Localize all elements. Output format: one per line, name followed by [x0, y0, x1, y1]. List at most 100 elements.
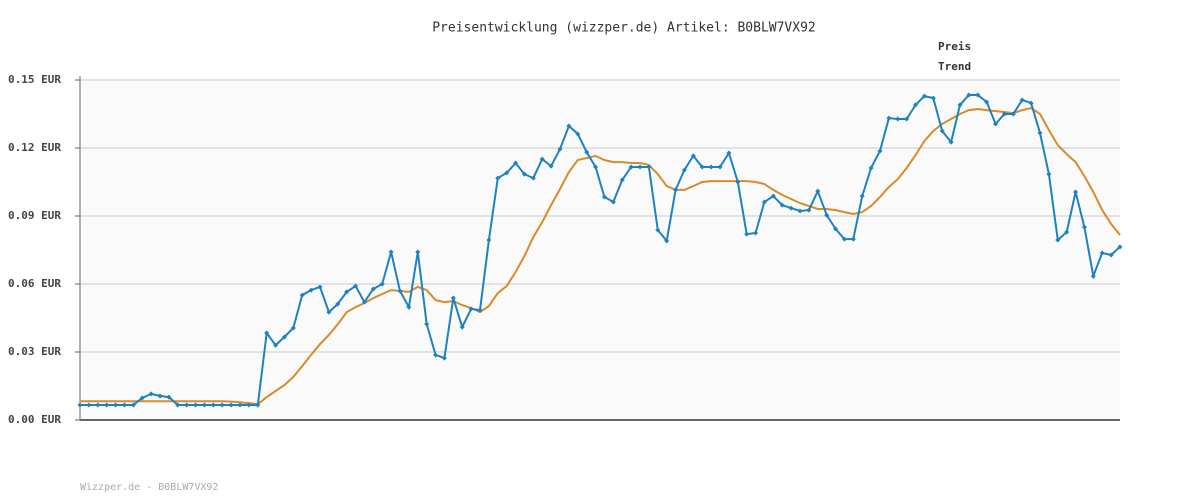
point: [610, 199, 616, 205]
point: [388, 249, 394, 255]
point: [148, 391, 154, 397]
point: [530, 175, 536, 181]
point: [957, 102, 963, 108]
point: [1073, 189, 1079, 195]
point: [513, 160, 519, 166]
point: [868, 165, 874, 171]
point: [913, 102, 919, 108]
point: [984, 99, 990, 105]
point: [779, 202, 785, 208]
point: [628, 164, 634, 170]
point: [424, 321, 430, 327]
point: [130, 402, 136, 408]
point: [833, 226, 839, 232]
point: [584, 149, 590, 155]
point: [726, 150, 732, 156]
point: [1108, 252, 1114, 258]
point: [1010, 111, 1016, 117]
point: [930, 95, 936, 101]
point: [575, 131, 581, 137]
point: [1055, 237, 1061, 243]
point: [788, 205, 794, 211]
point: [1090, 273, 1096, 279]
point: [1046, 171, 1052, 177]
point: [290, 325, 296, 331]
point: [1028, 100, 1034, 106]
point: [113, 402, 119, 408]
point: [459, 324, 465, 330]
point: [1019, 97, 1025, 103]
point: [86, 402, 92, 408]
point: [1037, 130, 1043, 136]
point: [121, 402, 127, 408]
y-tick-label: 0.00 EUR: [8, 413, 61, 426]
point: [664, 238, 670, 244]
point: [353, 283, 359, 289]
point: [495, 175, 501, 181]
point: [1099, 250, 1105, 256]
point: [379, 281, 385, 287]
point: [859, 193, 865, 199]
point: [281, 334, 287, 340]
point: [850, 236, 856, 242]
point: [77, 402, 83, 408]
point: [406, 304, 412, 310]
point: [841, 236, 847, 242]
point: [477, 307, 483, 313]
point: [193, 402, 199, 408]
point: [397, 288, 403, 294]
plot-area: [80, 80, 1120, 420]
point: [184, 402, 190, 408]
point: [1081, 224, 1087, 230]
legend-label: Preis: [938, 40, 971, 53]
point: [139, 395, 145, 401]
y-tick-label: 0.03 EUR: [8, 345, 61, 358]
point: [317, 284, 323, 290]
point: [744, 231, 750, 237]
point: [619, 177, 625, 183]
point: [557, 146, 563, 152]
point: [255, 402, 261, 408]
point: [717, 164, 723, 170]
point: [441, 355, 447, 361]
point: [468, 306, 474, 312]
point: [264, 330, 270, 336]
point: [637, 164, 643, 170]
point: [699, 164, 705, 170]
point: [370, 286, 376, 292]
point: [824, 212, 830, 218]
point: [246, 402, 252, 408]
point: [815, 188, 821, 194]
point: [486, 237, 492, 243]
chart-title: Preisentwicklung (wizzper.de) Artikel: B…: [432, 21, 816, 36]
point: [673, 187, 679, 193]
point: [228, 402, 234, 408]
y-tick-label: 0.09 EUR: [8, 209, 61, 222]
point: [548, 163, 554, 169]
point: [646, 164, 652, 170]
point: [770, 193, 776, 199]
point: [521, 171, 527, 177]
series-line: [80, 94, 1121, 406]
point: [753, 230, 759, 236]
point: [806, 207, 812, 213]
point: [157, 393, 163, 399]
point: [690, 153, 696, 159]
point: [593, 164, 599, 170]
point: [166, 394, 172, 400]
point: [326, 309, 332, 315]
point: [335, 301, 341, 307]
point: [1001, 111, 1007, 117]
y-tick-label: 0.15 EUR: [8, 73, 61, 86]
point: [1064, 229, 1070, 235]
point: [761, 199, 767, 205]
point: [415, 249, 421, 255]
point: [219, 402, 225, 408]
point: [361, 299, 367, 305]
point: [797, 208, 803, 214]
point: [708, 164, 714, 170]
point: [948, 139, 954, 145]
point: [344, 289, 350, 295]
point: [299, 292, 305, 298]
